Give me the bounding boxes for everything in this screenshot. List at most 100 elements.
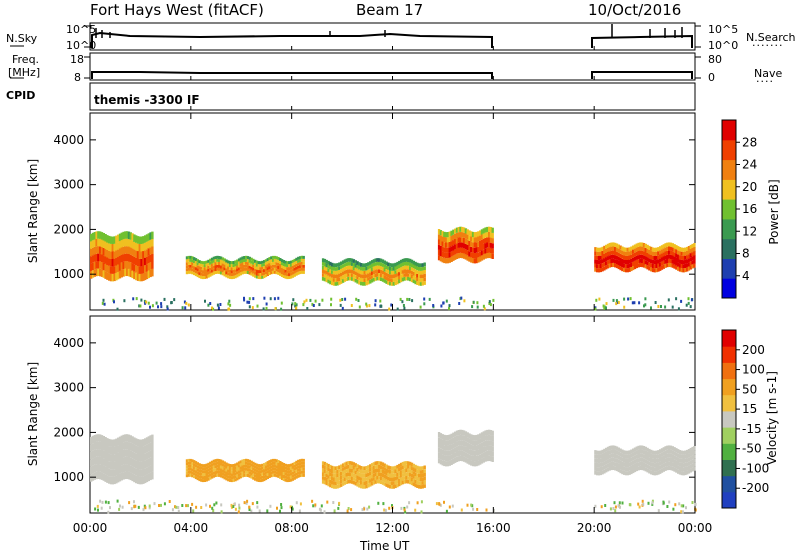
echo-cell (445, 253, 448, 259)
echo-scatter (680, 504, 683, 508)
echo-cell (227, 269, 230, 273)
echo-cell (248, 471, 251, 475)
echo-cell (459, 232, 462, 238)
echo-cell (612, 461, 615, 466)
echo-cell (630, 262, 633, 267)
echo-cell (104, 263, 107, 272)
echo-scatter (657, 509, 660, 513)
echo-cell (615, 458, 619, 463)
echo-cell (441, 439, 444, 445)
echo-cell (473, 247, 477, 253)
echo-cell (297, 265, 300, 269)
echo-scatter (237, 510, 240, 514)
echo-cell (252, 476, 255, 480)
echo-cell (298, 262, 302, 266)
echo-cell (471, 445, 475, 451)
echo-cell (329, 476, 332, 480)
echo-cell (236, 471, 239, 475)
echo-cell (207, 274, 210, 278)
echo-cell (102, 436, 105, 444)
echo-cell (381, 270, 385, 275)
echo-cell (457, 232, 460, 238)
echo-cell (227, 472, 230, 476)
velocity-colorbar-label: Velocity [m s-1] (765, 371, 779, 465)
freq-tick-top: 18 (70, 53, 84, 66)
echo-cell (454, 249, 457, 255)
echo-cell (91, 458, 95, 466)
echo-cell (293, 467, 296, 471)
echo-cell (369, 471, 372, 476)
echo-cell (93, 246, 96, 255)
colorbar-tick-label: -200 (742, 481, 769, 495)
echo-cell (445, 456, 448, 462)
echo-cell (334, 477, 337, 482)
echo-cell (446, 445, 450, 451)
echo-cell (455, 451, 459, 457)
echo-cell (390, 274, 394, 279)
echo-cell (325, 481, 328, 486)
echo-cell (113, 236, 116, 244)
echo-cell (144, 272, 147, 281)
echo-cell (212, 468, 216, 472)
echo-cell (365, 473, 368, 478)
echo-cell (273, 467, 277, 471)
echo-cell (601, 250, 604, 255)
echo-cell (138, 439, 141, 447)
echo-cell (268, 269, 271, 272)
echo-cell (145, 467, 149, 475)
echo-cell (655, 255, 658, 260)
echo-cell (100, 232, 104, 240)
echo-cell (630, 246, 633, 251)
echo-cell (399, 462, 403, 467)
echo-cell (405, 479, 408, 484)
echo-cell (254, 268, 257, 272)
echo-cell (635, 446, 638, 451)
echo-cell (655, 467, 658, 472)
echo-cell (227, 469, 230, 473)
echo-scatter (171, 508, 174, 512)
echo-cell (680, 454, 683, 459)
echo-cell (650, 449, 653, 454)
echo-cell (216, 258, 219, 262)
echo-cell (149, 254, 152, 263)
echo-cell (289, 478, 293, 482)
echo-cell (657, 255, 660, 260)
echo-cell (352, 270, 356, 275)
echo-cell (252, 270, 255, 274)
echo-cell (405, 273, 408, 277)
echo-cell (689, 261, 692, 266)
echo-cell (232, 467, 235, 470)
freq-label-line2: [MHz] (8, 66, 41, 79)
echo-cell (108, 446, 111, 454)
echo-cell (489, 227, 493, 233)
echo-cell (623, 247, 626, 252)
echo-cell (682, 268, 685, 273)
echo-cell (323, 258, 327, 263)
echo-cell (687, 453, 691, 458)
echo-cell (369, 467, 372, 472)
echo-cell (343, 274, 347, 278)
echo-cell (605, 257, 608, 262)
echo-cell (237, 476, 241, 480)
echo-cell (605, 464, 608, 469)
echo-cell (612, 254, 615, 259)
echo-cell (356, 475, 359, 480)
echo-scatter (448, 307, 450, 311)
echo-cell (383, 264, 386, 268)
echo-cell (200, 275, 203, 279)
colorbar-segment (722, 459, 736, 477)
echo-cell (127, 231, 131, 240)
echo-cell (486, 440, 489, 446)
echo-cell (289, 266, 293, 270)
echo-scatter (423, 302, 426, 306)
echo-cell (372, 473, 376, 478)
echo-cell (614, 458, 617, 463)
echo-cell (669, 242, 673, 247)
echo-cell (626, 268, 629, 273)
echo-cell (221, 463, 225, 467)
echo-cell (221, 460, 225, 464)
echo-cell (329, 468, 332, 473)
echo-cell (686, 263, 689, 268)
echo-cell (488, 247, 491, 253)
echo-cell (594, 267, 597, 272)
